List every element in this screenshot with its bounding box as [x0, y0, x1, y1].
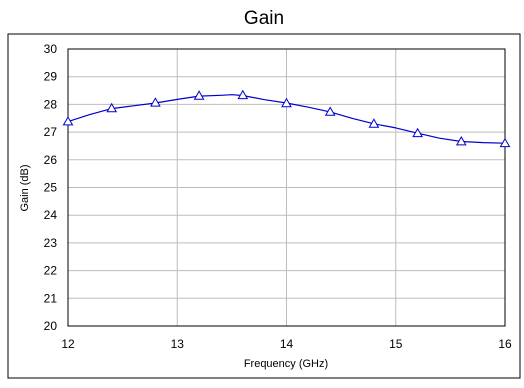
grid-layer	[68, 49, 505, 326]
plot-area	[67, 48, 506, 327]
x-tick-label: 14	[280, 337, 294, 351]
data-point-marker	[237, 89, 249, 100]
y-tick-label: 30	[44, 42, 58, 56]
y-tick-labels: 20 21 22 23 24 25 26 27 28 29 30	[44, 42, 58, 333]
y-axis-label: Gain (dB)	[19, 164, 31, 211]
y-tick-label: 26	[44, 153, 58, 167]
x-tick-labels: 12 13 14 15 16	[61, 337, 512, 351]
series-line	[67, 94, 506, 144]
y-tick-label: 27	[44, 125, 58, 139]
data-point-marker	[499, 137, 511, 148]
x-tick-label: 15	[389, 337, 403, 351]
y-tick-label: 24	[44, 208, 58, 222]
x-axis-label: Frequency (GHz)	[244, 358, 328, 370]
x-tick-label: 16	[498, 337, 512, 351]
data-point-marker	[412, 127, 423, 138]
data-point-marker	[150, 97, 161, 107]
x-tick-label: 13	[171, 337, 185, 351]
y-tick-label: 28	[44, 97, 58, 111]
y-tick-label: 20	[44, 319, 58, 333]
data-point-marker	[62, 116, 74, 126]
y-tick-label: 22	[44, 264, 58, 278]
data-point-marker	[324, 106, 336, 116]
y-tick-label: 21	[44, 291, 58, 305]
data-point-marker	[106, 102, 118, 113]
data-point-marker	[193, 90, 205, 100]
data-point-marker	[455, 135, 467, 146]
chart-frame	[7, 33, 521, 379]
x-tick-label: 12	[61, 337, 75, 351]
data-point-marker	[368, 118, 380, 128]
y-tick-label: 25	[44, 181, 58, 195]
chart-title: Gain	[244, 8, 284, 29]
data-point-marker	[281, 97, 292, 108]
y-tick-label: 23	[44, 236, 58, 250]
y-tick-label: 29	[44, 70, 58, 84]
series-layer	[62, 89, 511, 148]
